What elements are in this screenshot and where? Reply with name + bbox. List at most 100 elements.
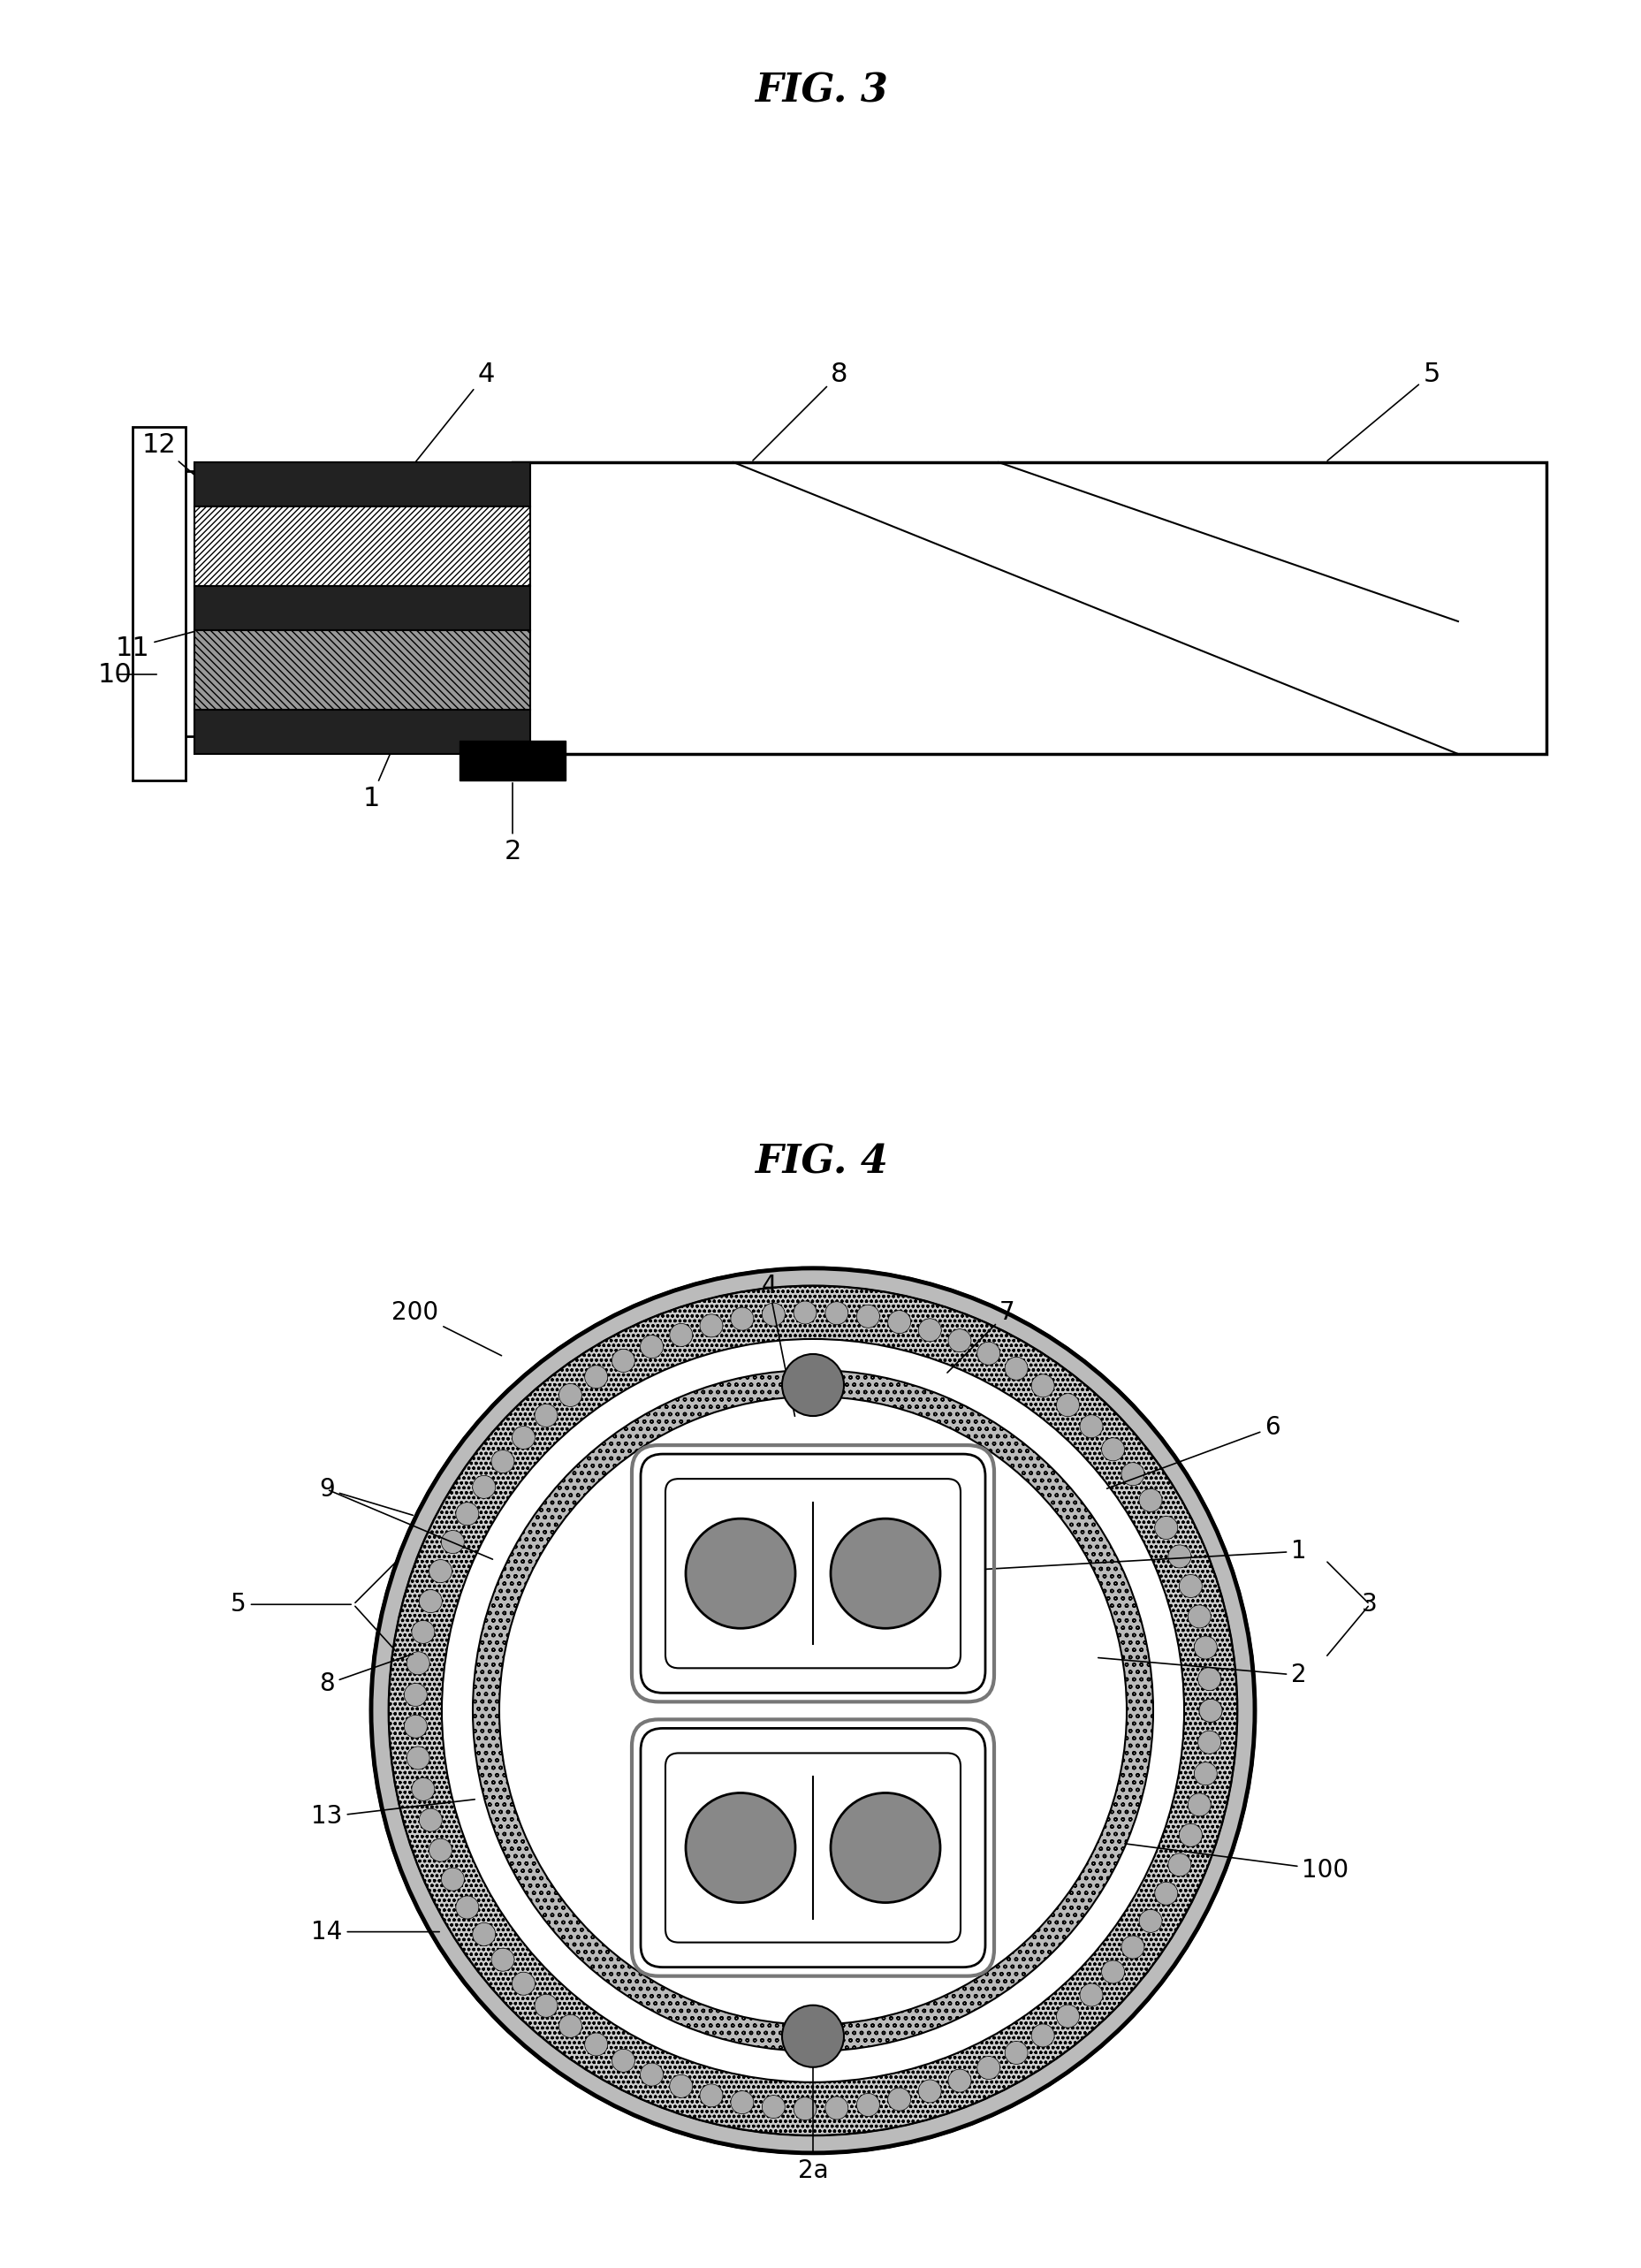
Circle shape bbox=[1167, 1853, 1190, 1876]
FancyBboxPatch shape bbox=[640, 1454, 985, 1692]
Circle shape bbox=[857, 2093, 880, 2116]
Text: 9: 9 bbox=[318, 1476, 414, 1515]
Bar bbox=[194, 631, 530, 710]
Circle shape bbox=[407, 1651, 430, 1674]
Text: 13: 13 bbox=[312, 1799, 474, 1830]
Circle shape bbox=[947, 2068, 970, 2091]
Circle shape bbox=[404, 1715, 427, 1737]
Circle shape bbox=[1139, 1910, 1162, 1932]
Bar bbox=[133, 426, 185, 780]
Circle shape bbox=[1055, 2005, 1078, 2028]
Circle shape bbox=[428, 1560, 451, 1583]
Text: 100: 100 bbox=[1124, 1844, 1349, 1882]
Text: 4: 4 bbox=[399, 361, 494, 483]
Circle shape bbox=[1004, 1356, 1027, 1379]
FancyBboxPatch shape bbox=[665, 1753, 960, 1941]
Circle shape bbox=[976, 2057, 999, 2080]
Circle shape bbox=[793, 1302, 816, 1325]
Circle shape bbox=[730, 2091, 753, 2114]
Circle shape bbox=[917, 2080, 940, 2102]
Circle shape bbox=[558, 1383, 581, 1406]
Circle shape bbox=[1178, 1823, 1201, 1846]
Circle shape bbox=[686, 1794, 794, 1903]
Circle shape bbox=[1139, 1488, 1162, 1513]
Circle shape bbox=[1167, 1545, 1190, 1567]
Circle shape bbox=[947, 1329, 970, 1352]
Circle shape bbox=[558, 2014, 581, 2037]
Circle shape bbox=[1186, 1794, 1209, 1817]
Circle shape bbox=[512, 1973, 535, 1996]
Circle shape bbox=[1031, 1374, 1054, 1397]
Circle shape bbox=[584, 2032, 607, 2055]
Circle shape bbox=[456, 1501, 479, 1526]
Circle shape bbox=[686, 1520, 794, 1628]
Circle shape bbox=[418, 1808, 441, 1833]
Circle shape bbox=[1178, 1574, 1201, 1597]
Circle shape bbox=[535, 1404, 558, 1427]
Bar bbox=[194, 710, 530, 753]
Text: 5: 5 bbox=[231, 1592, 351, 1617]
Circle shape bbox=[446, 1343, 1180, 2077]
Text: FIG. 4: FIG. 4 bbox=[753, 1143, 888, 1182]
Circle shape bbox=[857, 1304, 880, 1327]
Text: 10: 10 bbox=[98, 662, 131, 687]
Circle shape bbox=[793, 2098, 816, 2121]
Circle shape bbox=[1101, 1438, 1124, 1461]
Circle shape bbox=[1186, 1606, 1209, 1628]
Circle shape bbox=[917, 1318, 940, 1343]
Circle shape bbox=[888, 2089, 911, 2112]
Text: 4: 4 bbox=[761, 1275, 794, 1415]
Text: 2: 2 bbox=[504, 782, 520, 864]
Circle shape bbox=[670, 1325, 693, 1347]
Circle shape bbox=[1198, 1667, 1221, 1690]
Circle shape bbox=[976, 1343, 999, 1365]
Circle shape bbox=[441, 1531, 464, 1554]
Circle shape bbox=[781, 2005, 843, 2066]
Bar bbox=[459, 742, 565, 780]
Text: 3: 3 bbox=[1360, 1592, 1377, 1617]
Circle shape bbox=[512, 1427, 535, 1449]
Circle shape bbox=[456, 1896, 479, 1919]
Text: 7: 7 bbox=[947, 1300, 1014, 1372]
Circle shape bbox=[1154, 1517, 1177, 1540]
Circle shape bbox=[584, 1365, 607, 1388]
Circle shape bbox=[699, 2084, 722, 2107]
Text: 5: 5 bbox=[1326, 361, 1439, 460]
Circle shape bbox=[407, 1746, 430, 1769]
Text: 1: 1 bbox=[912, 1540, 1306, 1574]
Circle shape bbox=[612, 2048, 635, 2073]
Circle shape bbox=[1004, 2041, 1027, 2064]
Circle shape bbox=[404, 1683, 427, 1706]
Circle shape bbox=[1198, 1699, 1221, 1721]
Text: 200: 200 bbox=[392, 1300, 501, 1356]
Circle shape bbox=[1154, 1882, 1177, 1905]
Circle shape bbox=[1198, 1730, 1221, 1753]
Circle shape bbox=[418, 1590, 441, 1613]
Circle shape bbox=[640, 2064, 663, 2087]
Circle shape bbox=[640, 1336, 663, 1359]
Circle shape bbox=[1080, 1415, 1103, 1438]
Text: 6: 6 bbox=[1106, 1415, 1280, 1488]
Circle shape bbox=[830, 1794, 940, 1903]
Circle shape bbox=[730, 1306, 753, 1331]
Text: 2a: 2a bbox=[798, 2066, 827, 2184]
Bar bbox=[194, 585, 530, 631]
Circle shape bbox=[412, 1778, 435, 1801]
Circle shape bbox=[781, 1354, 843, 1415]
Circle shape bbox=[761, 1302, 784, 1327]
Circle shape bbox=[761, 2096, 784, 2118]
Circle shape bbox=[1198, 1699, 1221, 1721]
Circle shape bbox=[670, 2075, 693, 2098]
Text: 14: 14 bbox=[312, 1919, 440, 1944]
Bar bbox=[133, 472, 459, 737]
Circle shape bbox=[428, 1839, 451, 1862]
Circle shape bbox=[441, 1869, 464, 1892]
Circle shape bbox=[535, 1994, 558, 2016]
Circle shape bbox=[1055, 1393, 1078, 1418]
Bar bbox=[512, 463, 1546, 753]
Circle shape bbox=[473, 1476, 496, 1499]
Circle shape bbox=[825, 1302, 848, 1325]
Text: 11: 11 bbox=[115, 608, 281, 660]
Circle shape bbox=[1193, 1762, 1216, 1785]
Circle shape bbox=[491, 1449, 514, 1472]
